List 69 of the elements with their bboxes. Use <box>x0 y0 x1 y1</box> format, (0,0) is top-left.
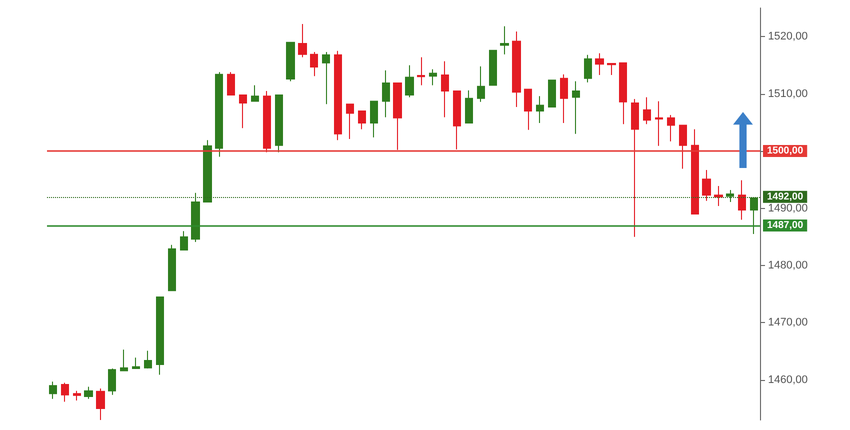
candlestick <box>298 24 307 58</box>
candlestick <box>310 52 318 77</box>
candlestick <box>239 94 247 129</box>
candlestick <box>726 189 734 202</box>
candlestick <box>524 88 532 130</box>
candlestick <box>655 100 663 146</box>
candlestick <box>120 349 128 372</box>
candlestick <box>251 84 259 102</box>
candlestick <box>607 63 616 76</box>
candlestick <box>132 357 140 369</box>
candlestick <box>429 68 437 86</box>
candlestick <box>96 388 105 420</box>
candlestick <box>227 72 235 96</box>
candlestick <box>49 381 57 400</box>
y-tick-label: 1460,00 <box>768 374 808 386</box>
candlestick <box>679 124 687 170</box>
ref-line-label: 1500,00 <box>767 146 804 157</box>
candlestick <box>334 50 342 141</box>
candlestick <box>631 98 639 238</box>
candlestick <box>370 100 378 138</box>
candlestick <box>346 104 354 140</box>
candlestick <box>595 52 604 76</box>
candlestick <box>536 96 544 124</box>
candlestick <box>191 192 200 243</box>
candlestick <box>263 90 271 153</box>
candlestick <box>738 180 746 220</box>
candlestick <box>108 368 116 396</box>
candlestick <box>560 74 568 124</box>
candlestick <box>286 42 295 82</box>
candlestick <box>405 64 414 98</box>
candlestick <box>417 56 425 86</box>
candlestick <box>358 110 366 130</box>
candlestick <box>215 72 223 158</box>
y-tick-label: 1510,00 <box>768 88 808 100</box>
candlestick <box>584 54 592 83</box>
candlestick <box>477 66 485 102</box>
candlestick <box>393 82 402 150</box>
candlestick <box>453 90 461 150</box>
candlestick <box>489 50 497 86</box>
candlestick <box>750 197 758 235</box>
candlestick <box>691 128 699 214</box>
candlestick <box>180 230 188 251</box>
candlestick <box>500 26 509 55</box>
ref-line-label: 1492,00 <box>767 191 804 202</box>
candlestick <box>702 169 711 202</box>
candlestick <box>619 62 627 125</box>
candlestick <box>84 386 93 400</box>
candlestick <box>156 296 164 376</box>
candlestick <box>168 244 176 292</box>
y-tick-label: 1470,00 <box>768 316 808 329</box>
ref-line-label: 1487,00 <box>767 220 804 231</box>
candlestick <box>667 114 675 142</box>
candlestick <box>441 60 449 118</box>
candlestick <box>73 390 81 402</box>
candlestick <box>144 350 152 369</box>
candlestick <box>322 52 330 105</box>
candlestick <box>548 80 556 108</box>
candlestick <box>643 96 651 125</box>
candlestick <box>61 382 69 402</box>
candlestick <box>512 30 521 108</box>
candlestick <box>714 185 723 206</box>
y-tick-label: 1520,00 <box>768 30 808 43</box>
candlestick <box>275 94 283 153</box>
y-tick-label: 1490,00 <box>768 202 808 214</box>
candlestick <box>465 90 473 124</box>
y-tick-label: 1480,00 <box>768 260 808 272</box>
candlestick <box>203 140 212 204</box>
candlestick <box>572 80 580 134</box>
candlestick <box>382 70 390 118</box>
